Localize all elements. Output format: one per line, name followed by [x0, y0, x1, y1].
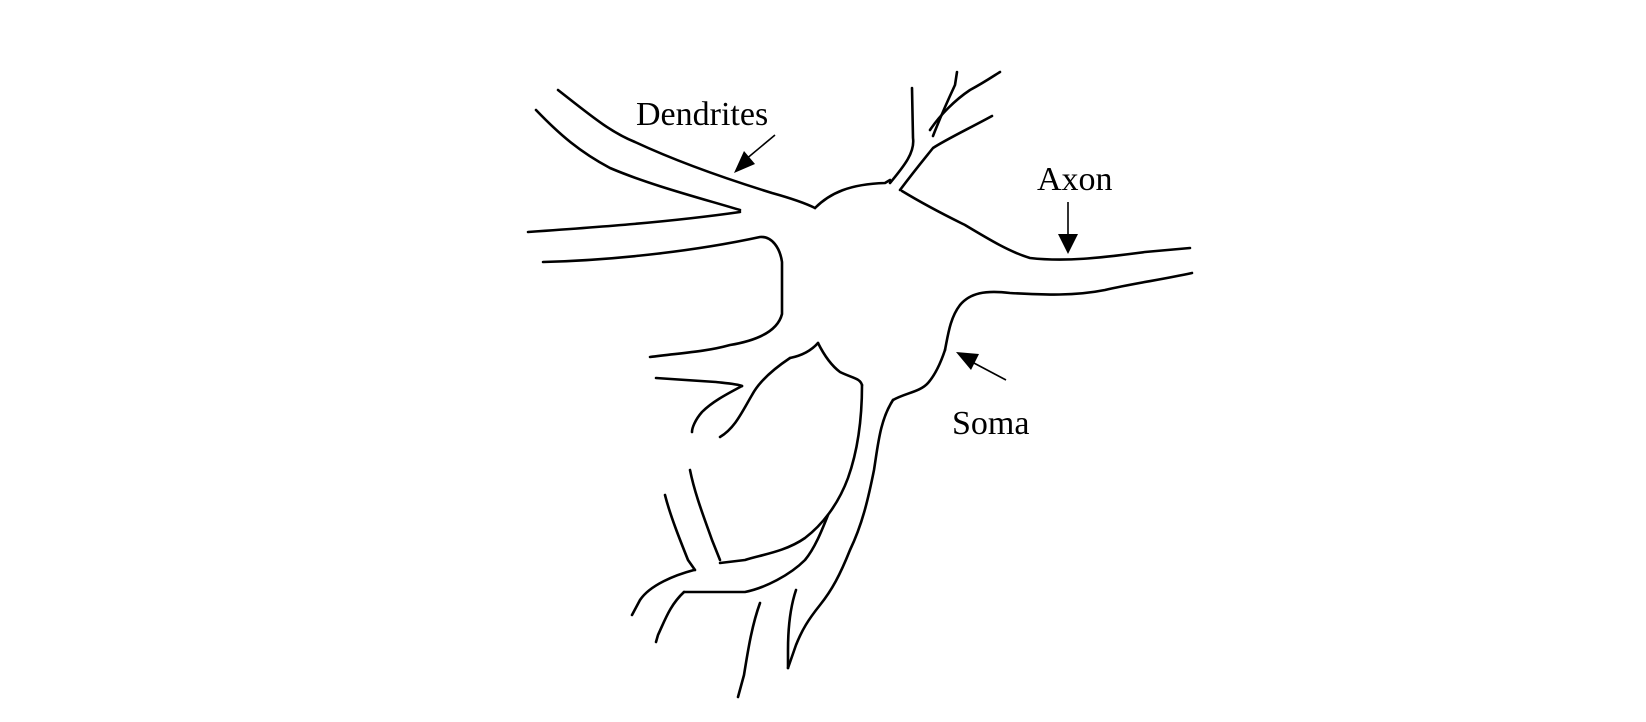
pointer-soma-arrowhead [956, 352, 979, 370]
label-dendrites-group: Dendrites [636, 96, 776, 173]
neuron-outline [526, 70, 1194, 699]
label-axon-group: Axon [1037, 161, 1113, 254]
dendrite-upper-branch-c [931, 70, 959, 138]
axon-lower-edge [943, 271, 1194, 352]
label-dendrites: Dendrites [636, 96, 768, 133]
dendrite-upper-branch-b [928, 70, 1002, 132]
label-soma: Soma [952, 405, 1029, 442]
dendrite-upper-left-inner [534, 108, 742, 212]
label-axon: Axon [1037, 161, 1113, 198]
dendrite-upper-branch-a [898, 114, 994, 192]
process-far-left-a [688, 468, 722, 562]
process-bottom-curve [630, 568, 696, 617]
label-soma-group: Soma [952, 352, 1029, 442]
axon-upper-edge [900, 189, 1192, 261]
process-bottom-left-stem [736, 601, 762, 699]
pointer-dendrites-line [744, 134, 776, 161]
process-lower-inner-edge [718, 356, 792, 439]
process-far-left-b [663, 493, 697, 572]
process-lower-left-edge [718, 383, 864, 565]
dendrite-left-lower-edge [541, 235, 784, 359]
dendrite-upper-stem [888, 86, 915, 185]
pointer-axon-arrowhead [1058, 234, 1078, 254]
soma-top-edge [813, 178, 892, 210]
process-lower-right-edge [786, 398, 895, 670]
pointer-soma-line [971, 361, 1007, 381]
soma-lower-left-edge [816, 341, 864, 387]
soma-notch [788, 341, 820, 360]
dendrite-small-left-top [654, 376, 744, 388]
dendrite-left-upper-edge [526, 210, 742, 234]
soma-lower-right-edge [891, 348, 947, 402]
process-bottom-base [682, 513, 830, 594]
pointer-dendrites-arrowhead [734, 151, 755, 173]
dendrite-upper-left-outer [556, 88, 817, 210]
process-bottom-lower [654, 590, 686, 644]
dendrite-small-left-bottom [690, 384, 744, 434]
process-bottom-right-stem [786, 588, 798, 670]
